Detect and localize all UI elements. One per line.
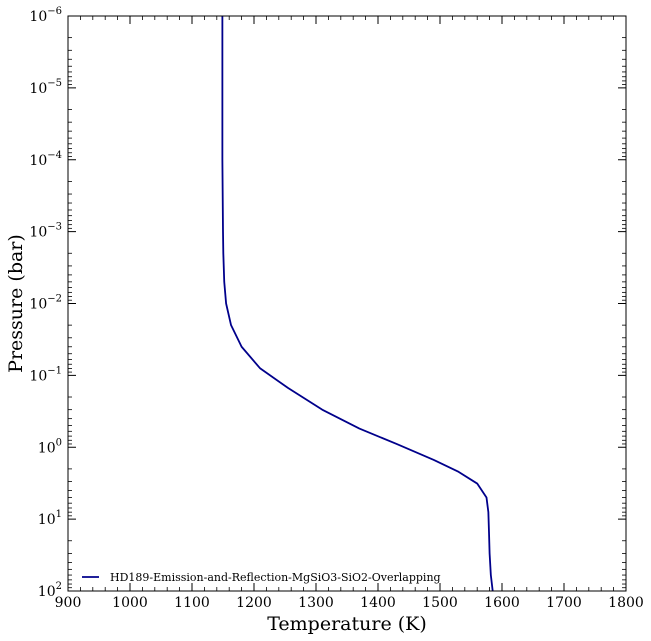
x-tick-label: 1100	[174, 595, 210, 611]
y-tick-label: 10−2	[29, 294, 62, 313]
x-tick-label: 900	[55, 595, 82, 611]
legend: HD189-Emission-and-Reflection-MgSiO3-SiO…	[82, 571, 441, 584]
plot-frame	[67, 15, 627, 592]
y-tick-label: 100	[38, 437, 62, 456]
x-tick-label: 1000	[112, 595, 148, 611]
x-tick-label: 1700	[546, 595, 582, 611]
x-tick-label: 1500	[422, 595, 458, 611]
y-tick-label: 10−5	[29, 78, 62, 97]
x-tick-label: 1800	[608, 595, 644, 611]
y-tick-label: 10−6	[29, 6, 62, 25]
y-tick-label: 101	[38, 509, 62, 528]
y-tick-label: 102	[38, 581, 62, 600]
x-axis-title: Temperature (K)	[267, 613, 427, 635]
x-tick-label: 1200	[236, 595, 272, 611]
series-line	[221, 16, 494, 592]
y-tick-label: 10−4	[29, 150, 62, 169]
y-tick-label: 10−1	[29, 365, 62, 384]
x-tick-label: 1300	[298, 595, 334, 611]
x-tick-label: 1400	[360, 595, 396, 611]
x-tick-label: 1600	[484, 595, 520, 611]
y-tick-label: 10−3	[29, 222, 62, 241]
y-axis-title: Pressure (bar)	[5, 234, 27, 373]
legend-label: HD189-Emission-and-Reflection-MgSiO3-SiO…	[110, 571, 441, 584]
